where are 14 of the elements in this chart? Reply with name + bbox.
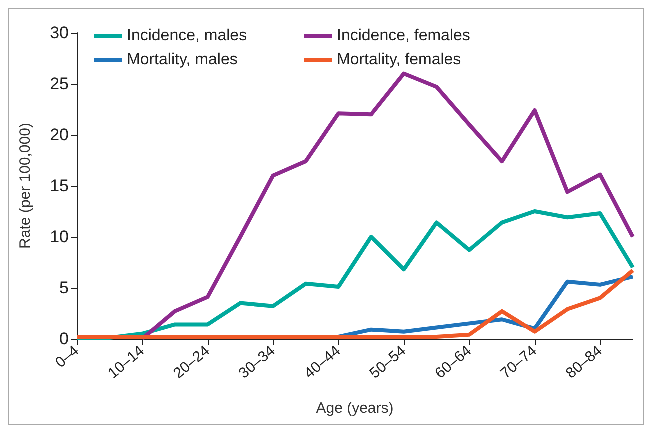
y-tick-label: 25: [50, 74, 69, 94]
y-tick-label: 20: [50, 126, 69, 144]
y-axis-title: Rate (per 100,000): [17, 123, 34, 249]
legend-label: Incidence, males: [127, 28, 248, 44]
legend-label: Mortality, males: [127, 52, 238, 68]
y-tick-label: 5: [60, 278, 69, 298]
y-tick-label: 30: [50, 24, 69, 42]
x-axis-title: Age (years): [316, 400, 394, 417]
legend-label: Incidence, females: [337, 28, 470, 44]
y-tick-label: 10: [50, 228, 69, 246]
line-series: [140, 72, 635, 341]
y-tick-label: 15: [50, 176, 69, 196]
legend-label: Mortality, females: [337, 52, 462, 68]
y-tick-label: 0: [60, 330, 69, 348]
